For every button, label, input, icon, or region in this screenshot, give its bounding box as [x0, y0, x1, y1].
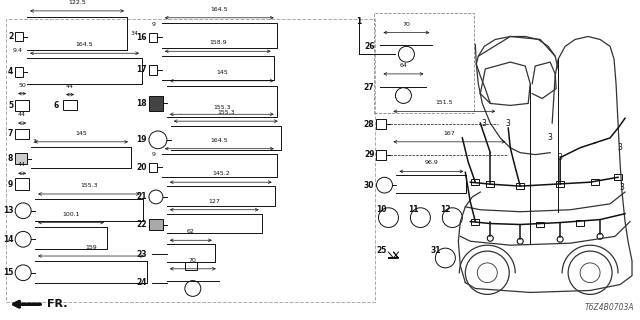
Bar: [63, 100, 77, 110]
Text: 167: 167: [444, 131, 455, 136]
Text: 155.3: 155.3: [213, 105, 230, 110]
Text: 21: 21: [136, 192, 147, 202]
Bar: [536, 221, 544, 228]
Text: 164.5: 164.5: [211, 138, 228, 143]
Bar: [149, 163, 157, 172]
Text: 158.9: 158.9: [209, 40, 227, 45]
Text: 3: 3: [618, 143, 623, 152]
Bar: [556, 181, 564, 187]
Text: 9: 9: [152, 152, 156, 156]
Bar: [15, 67, 23, 77]
Bar: [15, 100, 29, 111]
Text: 9: 9: [8, 180, 13, 189]
Bar: [15, 178, 29, 190]
Text: 2: 2: [8, 32, 13, 41]
Bar: [15, 32, 23, 41]
Text: 44: 44: [18, 112, 26, 117]
Text: 26: 26: [364, 42, 374, 51]
Bar: [471, 219, 479, 225]
Text: 145.2: 145.2: [212, 171, 230, 176]
Text: T6Z4B0703A: T6Z4B0703A: [584, 303, 634, 312]
Text: 50: 50: [19, 83, 26, 88]
Text: 30: 30: [364, 181, 374, 190]
Text: 15: 15: [3, 268, 13, 277]
Bar: [149, 33, 157, 43]
Text: 17: 17: [136, 66, 147, 75]
Text: 29: 29: [364, 150, 374, 159]
Text: 127: 127: [209, 199, 220, 204]
Text: 9: 9: [152, 22, 156, 27]
Text: 164.5: 164.5: [211, 7, 228, 12]
Text: 62: 62: [187, 229, 195, 234]
Bar: [15, 153, 27, 164]
Bar: [374, 13, 474, 113]
Text: 3: 3: [506, 119, 511, 128]
Text: 28: 28: [364, 120, 374, 129]
Text: 4: 4: [8, 68, 13, 76]
Bar: [471, 179, 479, 185]
Bar: [376, 119, 387, 129]
Bar: [15, 129, 29, 139]
Text: 1: 1: [356, 17, 362, 26]
Text: 19: 19: [136, 135, 147, 144]
Text: 25: 25: [376, 246, 387, 255]
Text: FR.: FR.: [47, 299, 68, 309]
Bar: [149, 65, 157, 75]
Text: 6: 6: [54, 101, 59, 110]
Text: 10: 10: [376, 205, 387, 214]
Text: 155.3: 155.3: [80, 183, 98, 188]
Text: 23: 23: [136, 250, 147, 259]
Bar: [149, 219, 163, 230]
Text: 5: 5: [8, 101, 13, 110]
Bar: [614, 174, 622, 180]
Text: 3: 3: [32, 139, 36, 144]
Bar: [486, 181, 494, 187]
Text: 14: 14: [3, 235, 13, 244]
Text: 9.4: 9.4: [12, 48, 22, 53]
Text: 145: 145: [75, 131, 87, 136]
Text: 151.5: 151.5: [436, 100, 453, 105]
Text: 8: 8: [8, 154, 13, 163]
Text: 12: 12: [440, 205, 451, 214]
Text: 3: 3: [620, 183, 625, 192]
Text: 70: 70: [189, 258, 196, 263]
Text: 145: 145: [216, 70, 228, 75]
Text: 64: 64: [399, 63, 408, 68]
Text: 164.5: 164.5: [76, 42, 93, 47]
Text: 18: 18: [136, 99, 147, 108]
Text: 22: 22: [136, 220, 147, 229]
Text: 3: 3: [482, 119, 487, 128]
Text: 96.9: 96.9: [424, 160, 438, 165]
Text: 44: 44: [18, 163, 26, 167]
Text: 44: 44: [66, 84, 74, 89]
Bar: [516, 183, 524, 189]
Bar: [185, 262, 197, 270]
Text: 24: 24: [136, 278, 147, 287]
Text: 159: 159: [85, 245, 97, 250]
Bar: [591, 179, 599, 185]
Bar: [376, 150, 387, 160]
Text: 27: 27: [364, 83, 374, 92]
Text: 7: 7: [8, 130, 13, 139]
Text: 16: 16: [136, 33, 147, 42]
Text: 11: 11: [408, 205, 419, 214]
Text: 100.1: 100.1: [62, 212, 80, 217]
Text: 13: 13: [3, 206, 13, 215]
Text: 155.3: 155.3: [217, 110, 235, 115]
Bar: [149, 96, 163, 111]
Text: 31: 31: [430, 246, 441, 255]
Text: 3: 3: [557, 153, 563, 162]
Bar: [6, 19, 376, 302]
Text: 122.5: 122.5: [68, 0, 86, 5]
Text: 34: 34: [131, 31, 139, 36]
Text: 70: 70: [403, 22, 410, 27]
Bar: [576, 220, 584, 226]
Text: 3: 3: [548, 133, 552, 142]
Text: 20: 20: [136, 163, 147, 172]
